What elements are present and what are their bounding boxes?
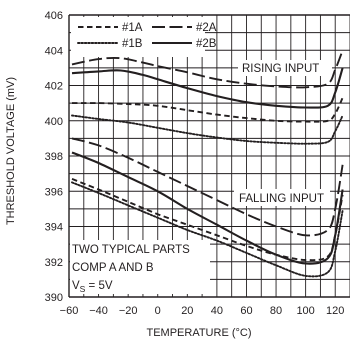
x-tick-label: −60 [60, 305, 79, 317]
y-tick-label: 402 [45, 81, 63, 93]
y-tick-label: 400 [45, 116, 63, 128]
x-tick-label: 100 [296, 305, 314, 317]
series-rising-1b [71, 114, 344, 145]
legend-label-2a: #2A [196, 22, 217, 34]
legend-label-2b: #2B [196, 38, 217, 50]
rising-label-background [238, 60, 332, 76]
annotations: TEMPERATURE (°C) THRESHOLD VOLTAGE (mV) … [5, 63, 324, 339]
tick-labels: −60 −40 −20 0 20 40 60 80 100 120 390 392 394 396 398 4… [45, 10, 345, 317]
x-tick-label: −40 [89, 305, 108, 317]
x-tick-label: 40 [211, 305, 223, 317]
parts-label-line2: COMP A AND B [72, 262, 154, 274]
legend-label-1a: #1A [122, 22, 143, 34]
rising-input-label: RISING INPUT [242, 63, 319, 75]
series-lines [71, 49, 344, 278]
x-tick-label: 0 [155, 305, 161, 317]
supply-voltage-symbol: V [72, 280, 80, 292]
y-tick-label: 396 [45, 186, 63, 198]
falling-label-background [234, 189, 330, 206]
parts-label-line1: TWO TYPICAL PARTS [72, 244, 190, 256]
y-tick-label: 406 [45, 10, 63, 22]
y-tick-label: 390 [45, 292, 63, 304]
supply-voltage-subscript: S [80, 284, 86, 294]
legend-background [71, 17, 205, 57]
series-falling-2a [71, 137, 344, 237]
x-tick-label: 120 [326, 305, 344, 317]
parts-label-background [70, 240, 210, 294]
y-tick-label: 404 [45, 45, 63, 57]
legend-label-1b: #1B [122, 38, 143, 50]
x-tick-label: 80 [270, 305, 282, 317]
y-tick-label: 392 [45, 257, 63, 269]
legend: #1A #2A #1B #2B [77, 22, 217, 50]
y-axis-title: THRESHOLD VOLTAGE (mV) [5, 77, 17, 225]
x-tick-label: −20 [119, 305, 138, 317]
series-falling-2b [71, 151, 344, 265]
supply-voltage-label: VS = 5V [72, 280, 113, 294]
falling-input-label: FALLING INPUT [239, 193, 324, 205]
plot-frame [68, 14, 350, 298]
y-tick-label: 394 [45, 222, 63, 234]
x-tick-label: 60 [240, 305, 252, 317]
supply-voltage-value: = 5V [85, 280, 113, 292]
x-axis-title: TEMPERATURE (°C) [146, 327, 251, 339]
series-rising-2b [71, 67, 344, 109]
y-tick-label: 398 [45, 151, 63, 163]
series-rising-2a [71, 49, 344, 89]
label-backgrounds [70, 17, 332, 294]
x-tick-label: 20 [181, 305, 193, 317]
series-falling-1b [71, 181, 344, 278]
